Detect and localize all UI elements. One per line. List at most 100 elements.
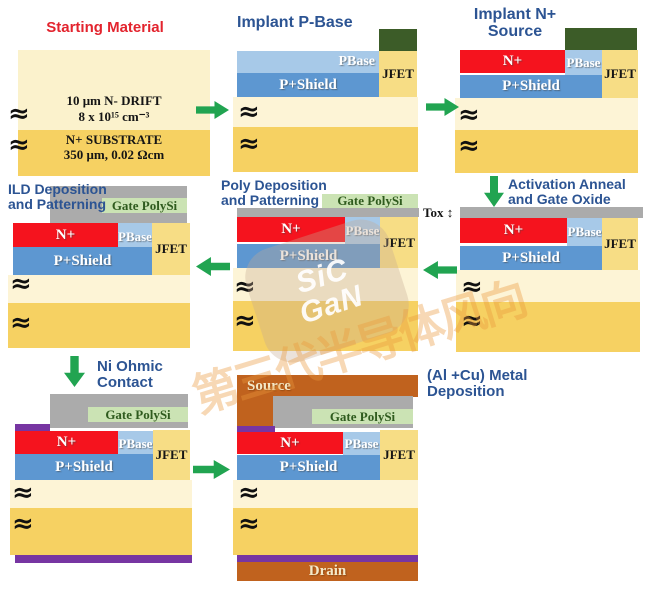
drift-spec-line2: 8 x 10¹⁵ cm⁻³ [78,109,150,124]
jfet-label: JFET [383,234,415,250]
panel-title: (Al +Cu) Metal Deposition [427,367,547,401]
panel-title-line2: and Gate Oxide [508,191,611,208]
nplus-label: N+ [56,434,77,450]
epi-band [456,270,640,302]
pshield-label: P+Shield [502,249,560,266]
substrate-band [456,302,640,352]
pbase-label: PBase [118,435,153,451]
backside-contact-strip [237,555,418,562]
pbase-layer: PBase [237,51,379,73]
ni-contact-strip [15,424,50,431]
gate-polysi-layer: Gate PolySi [88,407,188,422]
nplus-label: N+ [502,53,523,69]
pshield-layer: P+Shield [460,246,602,270]
pbase-layer: PBase [565,50,602,75]
gate-polysi-layer: Gate PolySi [312,409,413,424]
panel-title-line1: (Al +Cu) Metal [427,367,528,384]
jfet-label: JFET [155,447,188,462]
jfet-label: JFET [604,236,636,251]
tox-label: Tox ↕ [423,205,454,220]
substrate-band [233,301,418,351]
nplus-layer: N+ [460,218,567,243]
substrate-spec-line2: 350 μm, 0.02 Ωcm [63,147,165,162]
flow-arrow-right-icon [193,460,230,479]
nplus-layer: N+ [13,223,118,247]
jfet-region: JFET [380,217,418,268]
break-symbol: ≈ [10,308,32,338]
substrate-spec-line1: N+ SUBSTRATE [65,132,163,147]
drain-metal: Drain [237,562,418,581]
flow-arrow-left-icon [423,261,457,279]
source-metal-contact [237,396,273,428]
flow-arrow-left-icon [196,257,230,276]
gate-polysi-label: Gate PolySi [329,408,396,424]
jfet-region: JFET [379,51,417,97]
panel-title: Starting Material [46,19,164,36]
nplus-layer: N+ [460,50,565,73]
break-symbol: ≈ [238,129,260,159]
nplus-label: N+ [281,221,301,237]
n-drift-layer [18,50,210,130]
substrate-layer [18,130,210,176]
pshield-layer: P+Shield [15,454,153,480]
pbase-layer: PBase [118,223,152,250]
break-symbol: ≈ [12,478,34,508]
panel-title-line1: Implant N+ [473,6,557,23]
panel-title: ILD Deposition and Patterning [8,181,128,213]
panel-title: Poly Deposition and Patterning [221,177,341,209]
jfet-label: JFET [383,447,415,462]
panel-title-line1: Poly Deposition [221,177,327,193]
flow-arrow-down-icon [64,356,85,387]
flow-arrow-down-icon [484,176,504,207]
pshield-label: P+Shield [53,252,112,269]
implant-mask [379,29,417,51]
pshield-layer: P+Shield [237,244,380,268]
panel-title-line2: and Patterning [8,196,107,213]
pshield-layer: P+Shield [237,73,379,97]
panel-title-line2: Source [487,23,543,41]
panel-title-line1: Ni Ohmic [97,358,163,375]
break-symbol: ≈ [461,306,483,336]
break-symbol: ≈ [238,478,260,508]
substrate-band [233,508,418,555]
pbase-label: PBase [567,224,602,239]
pbase-layer: PBase [345,217,380,244]
pbase-label: PBase [345,222,380,238]
pshield-label: P+Shield [55,458,113,475]
pshield-label: P+Shield [279,459,338,475]
nplus-label: N+ [55,226,76,243]
jfet-label: JFET [155,241,187,256]
jfet-region: JFET [380,430,418,480]
pbase-label: PBase [118,228,152,244]
nplus-layer: N+ [15,431,118,454]
epi-band [455,98,638,130]
substrate-band [233,127,418,172]
substrate-band [455,130,638,173]
epi-band [10,480,192,508]
nplus-layer: N+ [237,432,343,454]
pshield-label: P+Shield [502,78,560,94]
source-metal: Source [237,375,418,397]
gate-oxide-layer [237,208,419,217]
source-label: Source [247,378,291,394]
jfet-label: JFET [604,66,636,81]
break-symbol: ≈ [12,509,34,539]
nplus-label: N+ [280,434,300,451]
backside-contact-strip [15,555,192,563]
substrate-band [10,508,192,555]
break-symbol: ≈ [10,269,32,299]
panel-title-line2: and Patterning [221,192,320,209]
pshield-label: P+Shield [279,247,338,264]
pshield-layer: P+Shield [237,455,380,480]
jfet-region: JFET [602,50,638,98]
break-symbol: ≈ [234,306,256,336]
pshield-layer: P+Shield [13,247,152,275]
pshield-label: P+Shield [279,76,337,93]
gate-polysi-layer: Gate PolySi [102,198,187,213]
gate-polysi-label: Gate PolySi [105,406,171,422]
pbase-label: PBase [344,435,379,451]
break-symbol: ≈ [238,509,260,539]
panel-title-line2: Deposition [427,383,505,401]
nplus-label: N+ [503,222,524,238]
